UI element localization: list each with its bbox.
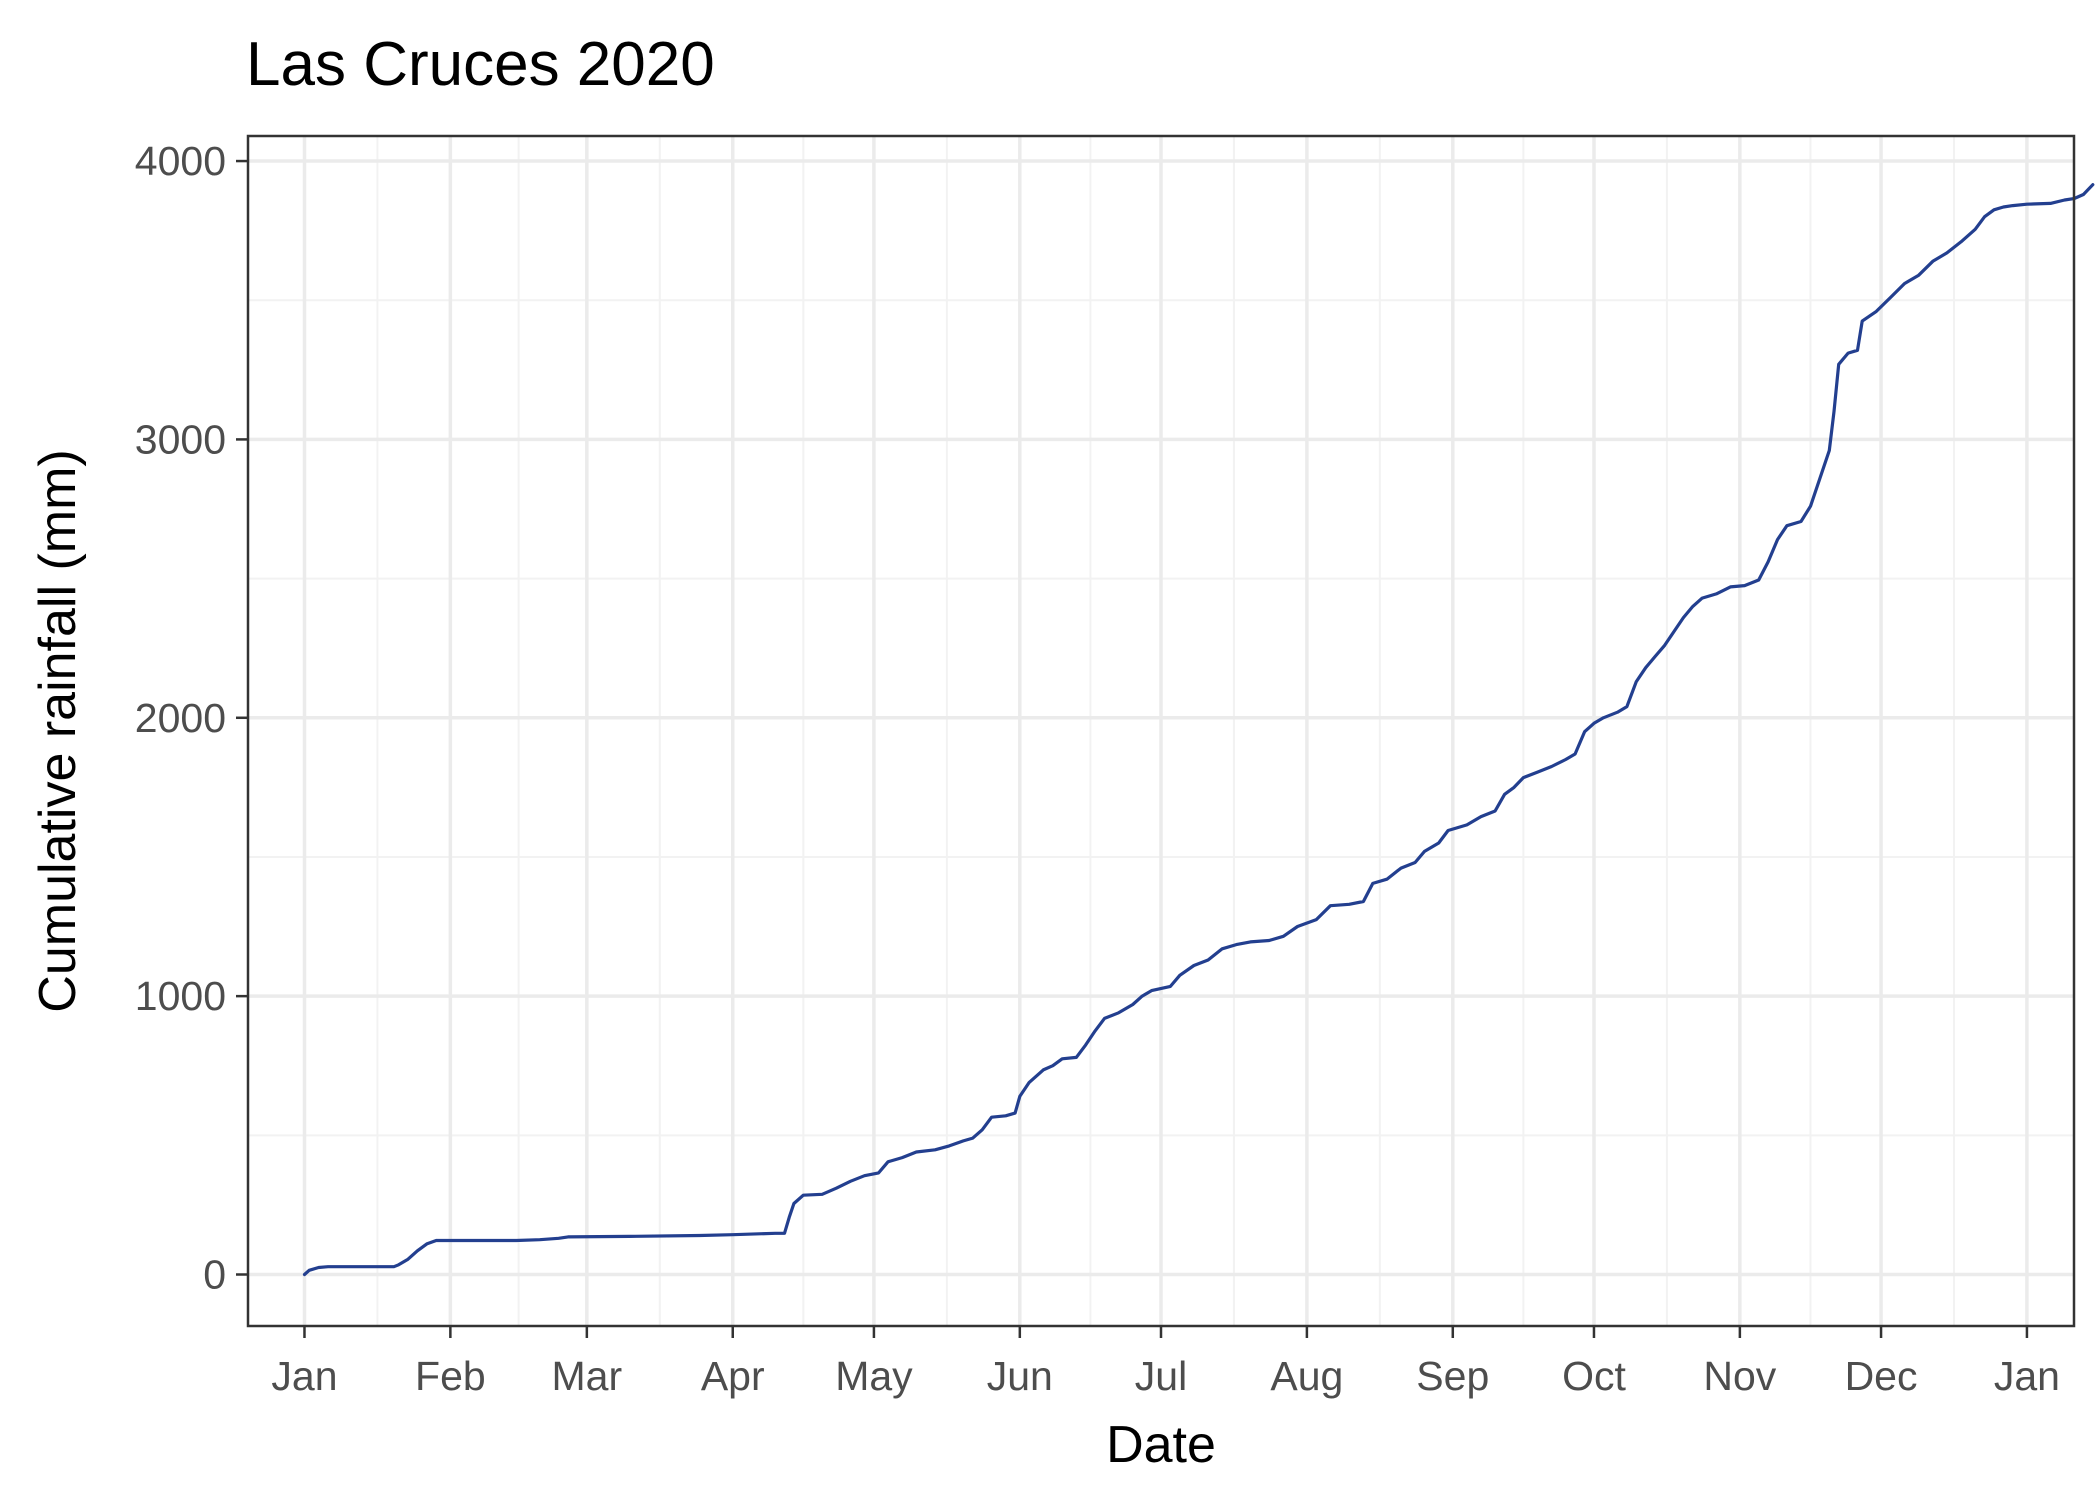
x-axis-title: Date <box>1106 1416 1216 1474</box>
y-tick-label: 4000 <box>135 138 226 184</box>
x-tick-label: Feb <box>415 1353 486 1399</box>
x-tick-label: Jan <box>1994 1353 2060 1399</box>
x-tick-label: Jun <box>987 1353 1053 1399</box>
x-tick-label: Jul <box>1135 1353 1187 1399</box>
cumulative-rainfall-line <box>302 183 2095 1277</box>
chart-title: Las Cruces 2020 <box>246 30 715 99</box>
x-tick-label: Aug <box>1270 1353 1343 1399</box>
y-tick-label: 3000 <box>135 416 226 462</box>
y-axis: 0 1000 2000 3000 4000 <box>135 138 248 1298</box>
y-tick-label: 1000 <box>135 973 226 1019</box>
x-tick-label: Apr <box>701 1353 765 1399</box>
y-axis-title: Cumulative rainfall (mm) <box>29 449 87 1012</box>
x-tick-label: May <box>835 1353 913 1399</box>
x-tick-label: Dec <box>1845 1353 1918 1399</box>
y-tick-label: 2000 <box>135 695 226 741</box>
x-tick-label: Sep <box>1416 1353 1489 1399</box>
x-tick-label: Jan <box>271 1353 337 1399</box>
grid <box>248 136 2074 1326</box>
x-tick-label: Mar <box>552 1353 623 1399</box>
x-axis: Jan Feb Mar Apr May Jun Jul Aug Sep Oct Nov Dec Jan <box>271 1326 2060 1399</box>
y-tick-label: 0 <box>203 1252 226 1298</box>
series-layer <box>302 183 2095 1277</box>
x-tick-label: Oct <box>1562 1353 1626 1399</box>
x-tick-label: Nov <box>1703 1353 1776 1399</box>
